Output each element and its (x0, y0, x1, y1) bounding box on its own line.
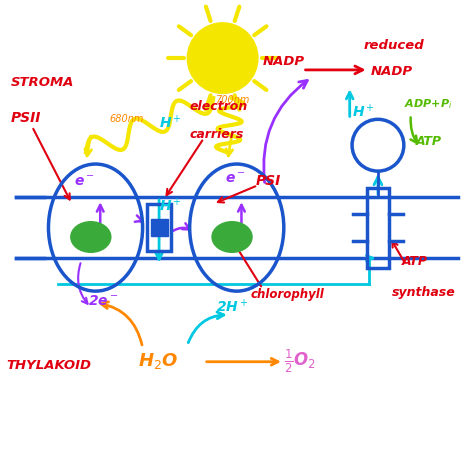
Text: ADP+P$_i$: ADP+P$_i$ (404, 98, 452, 111)
Bar (147, 204, 171, 251)
Text: H$_2$O: H$_2$O (138, 351, 178, 372)
Text: NADP: NADP (263, 55, 305, 68)
Text: PSI: PSI (255, 174, 281, 188)
Text: H$^+$: H$^+$ (159, 197, 182, 214)
Text: carriers: carriers (190, 128, 244, 141)
Text: 2e$^-$: 2e$^-$ (89, 294, 118, 308)
Text: 2H$^+$: 2H$^+$ (216, 298, 248, 315)
Text: STROMA: STROMA (11, 76, 74, 90)
Bar (367, 188, 389, 268)
Text: e$^-$: e$^-$ (225, 172, 246, 186)
Circle shape (187, 23, 258, 93)
Text: synthase: synthase (392, 286, 456, 299)
Ellipse shape (71, 222, 111, 252)
Text: THYLAKOID: THYLAKOID (6, 359, 91, 372)
Text: H$^+$: H$^+$ (159, 114, 182, 132)
Text: reduced: reduced (364, 39, 425, 52)
Text: electron: electron (190, 100, 248, 113)
Text: 700nm: 700nm (216, 95, 250, 105)
Text: chlorophyll: chlorophyll (251, 288, 325, 301)
Text: e$^-$: e$^-$ (74, 174, 95, 188)
Text: ATP: ATP (416, 135, 442, 148)
Text: H$^+$: H$^+$ (352, 103, 375, 120)
Text: PSII: PSII (11, 110, 41, 125)
Bar (151, 219, 167, 236)
Text: NADP: NADP (371, 64, 413, 78)
Text: ATP: ATP (401, 255, 428, 268)
Text: 680nm: 680nm (109, 114, 144, 124)
Text: $\frac{1}{2}$O$_2$: $\frac{1}{2}$O$_2$ (284, 348, 316, 375)
Ellipse shape (212, 222, 252, 252)
